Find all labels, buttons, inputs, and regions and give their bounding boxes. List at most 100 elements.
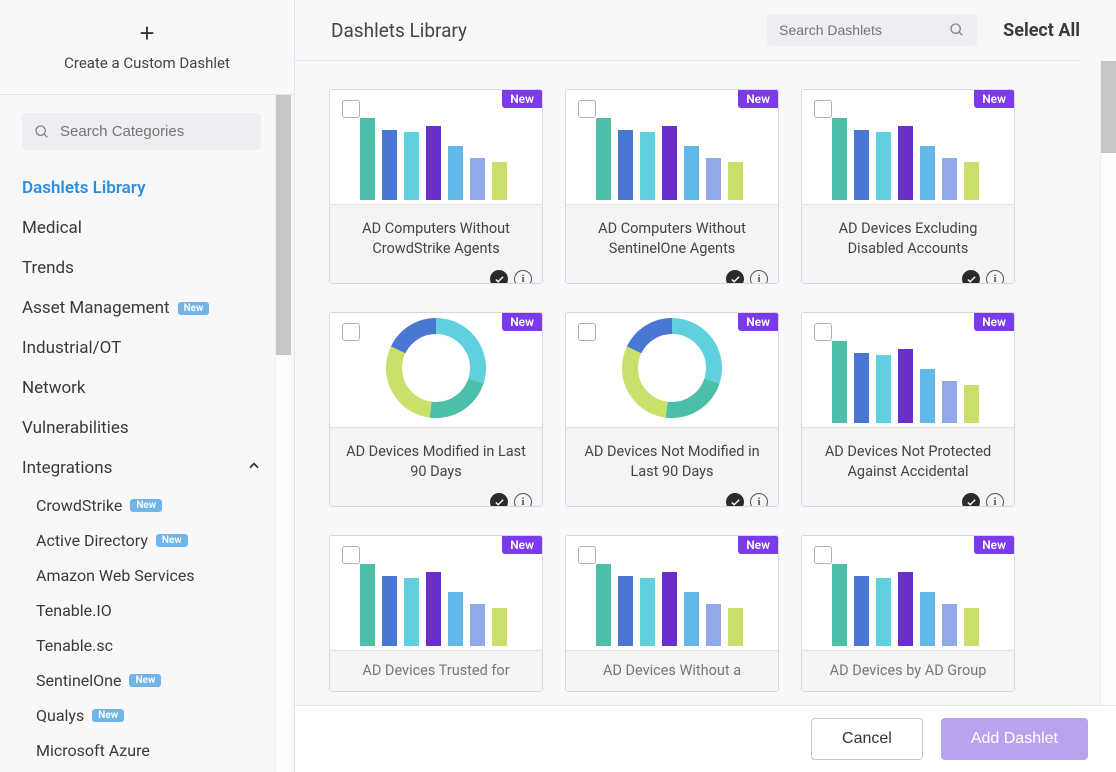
sidebar-subitem[interactable]: Tenable.IO [22, 593, 261, 628]
category-label: Microsoft Azure [36, 741, 150, 760]
new-pill: New [130, 499, 162, 512]
categories-panel: Dashlets LibraryMedicalTrendsAsset Manag… [0, 95, 275, 772]
bar-chart-preview [828, 337, 988, 423]
new-pill: New [129, 674, 161, 687]
search-categories[interactable] [22, 113, 261, 150]
dashlet-card[interactable]: NewAD Devices by AD Groupi [801, 535, 1015, 692]
dashlet-card[interactable]: NewAD Computers Without CrowdStrike Agen… [329, 89, 543, 284]
search-categories-input[interactable] [60, 123, 249, 140]
sidebar-scrollbar[interactable] [275, 95, 291, 772]
select-all-button[interactable]: Select All [1003, 20, 1080, 41]
sidebar-subitem[interactable]: Microsoft Azure [22, 733, 261, 768]
new-badge: New [738, 313, 778, 331]
sidebar-item[interactable]: Trends [22, 248, 261, 288]
info-icon[interactable]: i [750, 493, 768, 507]
card-checkbox[interactable] [814, 323, 832, 341]
sidebar-item[interactable]: Vulnerabilities [22, 408, 261, 448]
category-label: Asset Management [22, 298, 170, 318]
sidebar-subitem[interactable]: Tenable.sc [22, 628, 261, 663]
new-badge: New [502, 313, 542, 331]
category-label: SentinelOne [36, 671, 121, 690]
card-body: AD Devices Trusted fori [330, 650, 542, 691]
bar-chart-preview [592, 560, 752, 646]
bar-chart-preview [356, 114, 516, 200]
card-icons: i [490, 493, 532, 507]
sidebar-subitem[interactable]: Active DirectoryNew [22, 523, 261, 558]
card-title: AD Devices Not Modified in Last 90 Days [576, 442, 768, 481]
dashlet-card[interactable]: New AD Devices Modified in Last 90 Days i [329, 312, 543, 507]
card-title: AD Devices by AD Group [812, 661, 1004, 681]
info-icon[interactable]: i [514, 270, 532, 284]
add-dashlet-button[interactable]: Add Dashlet [941, 718, 1088, 760]
card-checkbox[interactable] [342, 323, 360, 341]
card-preview: New [330, 90, 542, 204]
cancel-button[interactable]: Cancel [811, 718, 923, 760]
dashlet-card[interactable]: NewAD Devices Trusted fori [329, 535, 543, 692]
search-dashlets-input[interactable] [779, 22, 928, 38]
sidebar-item[interactable]: Industrial/OT [22, 328, 261, 368]
sidebar-item[interactable]: Medical [22, 208, 261, 248]
card-preview: New [330, 313, 542, 427]
card-checkbox[interactable] [578, 546, 596, 564]
bar-chart-preview [828, 114, 988, 200]
search-icon [34, 124, 50, 140]
sidebar-subitem[interactable]: QualysNew [22, 698, 261, 733]
topbar: Dashlets Library Select All [295, 0, 1116, 60]
card-title: AD Devices Modified in Last 90 Days [340, 442, 532, 481]
info-icon[interactable]: i [750, 270, 768, 284]
card-title: AD Computers Without SentinelOne Agents [576, 219, 768, 258]
card-title: AD Devices Excluding Disabled Accounts [812, 219, 1004, 258]
card-checkbox[interactable] [342, 546, 360, 564]
card-checkbox[interactable] [578, 323, 596, 341]
card-icons: i [726, 270, 768, 284]
grid-scrollbar[interactable] [1100, 61, 1116, 772]
card-body: AD Devices Excluding Disabled Accounts i [802, 204, 1014, 284]
info-icon[interactable]: i [986, 270, 1004, 284]
sidebar-scrollbar-thumb[interactable] [276, 95, 291, 355]
page-title: Dashlets Library [331, 19, 467, 42]
card-body: AD Computers Without SentinelOne Agents i [566, 204, 778, 284]
card-checkbox[interactable] [578, 100, 596, 118]
checkmark-icon [490, 270, 508, 284]
create-custom-dashlet[interactable]: + Create a Custom Dashlet [0, 0, 294, 95]
sidebar-subitem[interactable]: Amazon Web Services [22, 558, 261, 593]
bar-chart-preview [592, 114, 752, 200]
category-label: Amazon Web Services [36, 566, 195, 585]
sidebar-item[interactable]: Network [22, 368, 261, 408]
dashlet-card[interactable]: New AD Devices Not Modified in Last 90 Da… [565, 312, 779, 507]
search-icon [949, 22, 965, 38]
card-icons: i [962, 493, 1004, 507]
card-preview: New [802, 90, 1014, 204]
card-checkbox[interactable] [342, 100, 360, 118]
search-dashlets[interactable] [767, 14, 977, 46]
sidebar-item[interactable]: Integrations [22, 448, 261, 488]
dashlet-card[interactable]: NewAD Devices Without ai [565, 535, 779, 692]
card-checkbox[interactable] [814, 100, 832, 118]
card-icons: i [962, 270, 1004, 284]
category-label: Vulnerabilities [22, 418, 129, 438]
card-body: AD Devices Not Protected Against Acciden… [802, 427, 1014, 507]
category-label: Active Directory [36, 531, 148, 550]
dashlet-card[interactable]: NewAD Devices Excluding Disabled Account… [801, 89, 1015, 284]
dashlet-card[interactable]: NewAD Devices Not Protected Against Acci… [801, 312, 1015, 507]
sidebar-item[interactable]: Dashlets Library [22, 168, 261, 208]
dashlet-grid: NewAD Computers Without CrowdStrike Agen… [295, 61, 1100, 772]
checkmark-icon [726, 270, 744, 284]
card-preview: New [330, 536, 542, 650]
card-title: AD Devices Not Protected Against Acciden… [812, 442, 1004, 481]
plus-icon[interactable]: + [139, 20, 154, 46]
bar-chart-preview [828, 560, 988, 646]
new-pill: New [92, 709, 124, 722]
bar-chart-preview [356, 560, 516, 646]
category-label: Network [22, 378, 86, 398]
card-body: AD Devices Modified in Last 90 Days i [330, 427, 542, 507]
info-icon[interactable]: i [986, 493, 1004, 507]
sidebar-subitem[interactable]: SentinelOne New [22, 663, 261, 698]
sidebar-item[interactable]: Asset ManagementNew [22, 288, 261, 328]
card-checkbox[interactable] [814, 546, 832, 564]
dashlet-card[interactable]: NewAD Computers Without SentinelOne Agen… [565, 89, 779, 284]
grid-scrollbar-thumb[interactable] [1101, 61, 1116, 153]
info-icon[interactable]: i [514, 493, 532, 507]
card-preview: New [566, 536, 778, 650]
sidebar-subitem[interactable]: CrowdStrikeNew [22, 488, 261, 523]
